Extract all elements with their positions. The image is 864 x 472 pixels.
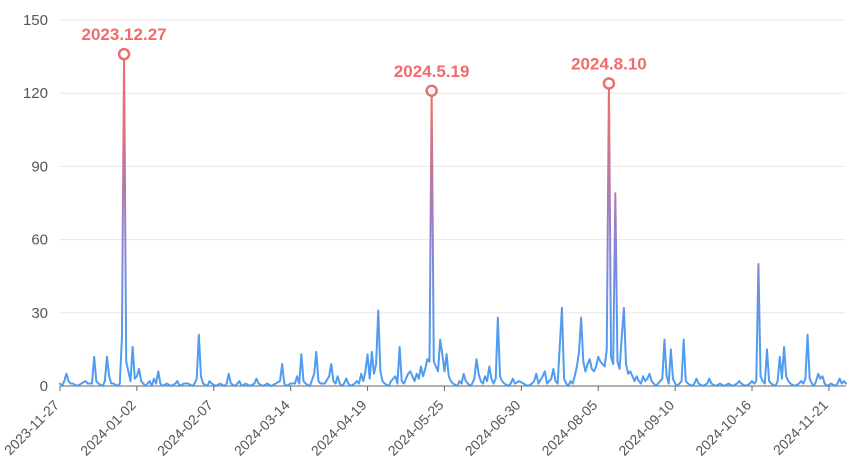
peak-marker <box>425 84 438 98</box>
peak-annotations: 2023.12.27 2024.5.19 2024.8.10 <box>82 25 647 98</box>
y-tick-label: 120 <box>23 85 48 102</box>
y-tick-label: 90 <box>31 158 48 175</box>
gridlines <box>60 19 846 314</box>
x-tick-label: 2024-04-19 <box>308 397 370 459</box>
series-line <box>59 53 847 387</box>
x-tick-label: 2024-03-14 <box>231 397 293 459</box>
peak-label: 2024.8.10 <box>571 54 647 73</box>
x-tick-label: 2024-11-21 <box>770 397 831 458</box>
y-axis: 0 30 60 90 120 150 <box>23 12 48 395</box>
peak-label: 2023.12.27 <box>82 25 167 44</box>
y-tick-label: 150 <box>23 12 48 29</box>
y-tick-label: 0 <box>40 378 48 395</box>
x-tick-label: 2024-10-16 <box>692 397 754 459</box>
y-tick-label: 30 <box>31 305 48 322</box>
x-tick-label: 2024-08-05 <box>538 397 600 459</box>
x-tick-label: 2024-05-25 <box>385 397 447 459</box>
x-axis: 2023-11-27 2024-01-02 2024-02-07 2024-03-14… <box>1 385 846 459</box>
x-tick-label: 2024-02-07 <box>154 397 216 459</box>
x-tick-label: 2023-11-27 <box>1 397 62 458</box>
x-tick-label: 2024-06-30 <box>462 397 524 459</box>
peak-marker <box>602 77 616 90</box>
y-tick-label: 60 <box>31 232 48 249</box>
peak-label: 2024.5.19 <box>394 62 470 81</box>
x-tick-label: 2024-09-10 <box>615 397 677 459</box>
x-tick-label: 2024-01-02 <box>77 397 139 459</box>
series <box>59 53 847 387</box>
peak-marker <box>117 47 131 61</box>
